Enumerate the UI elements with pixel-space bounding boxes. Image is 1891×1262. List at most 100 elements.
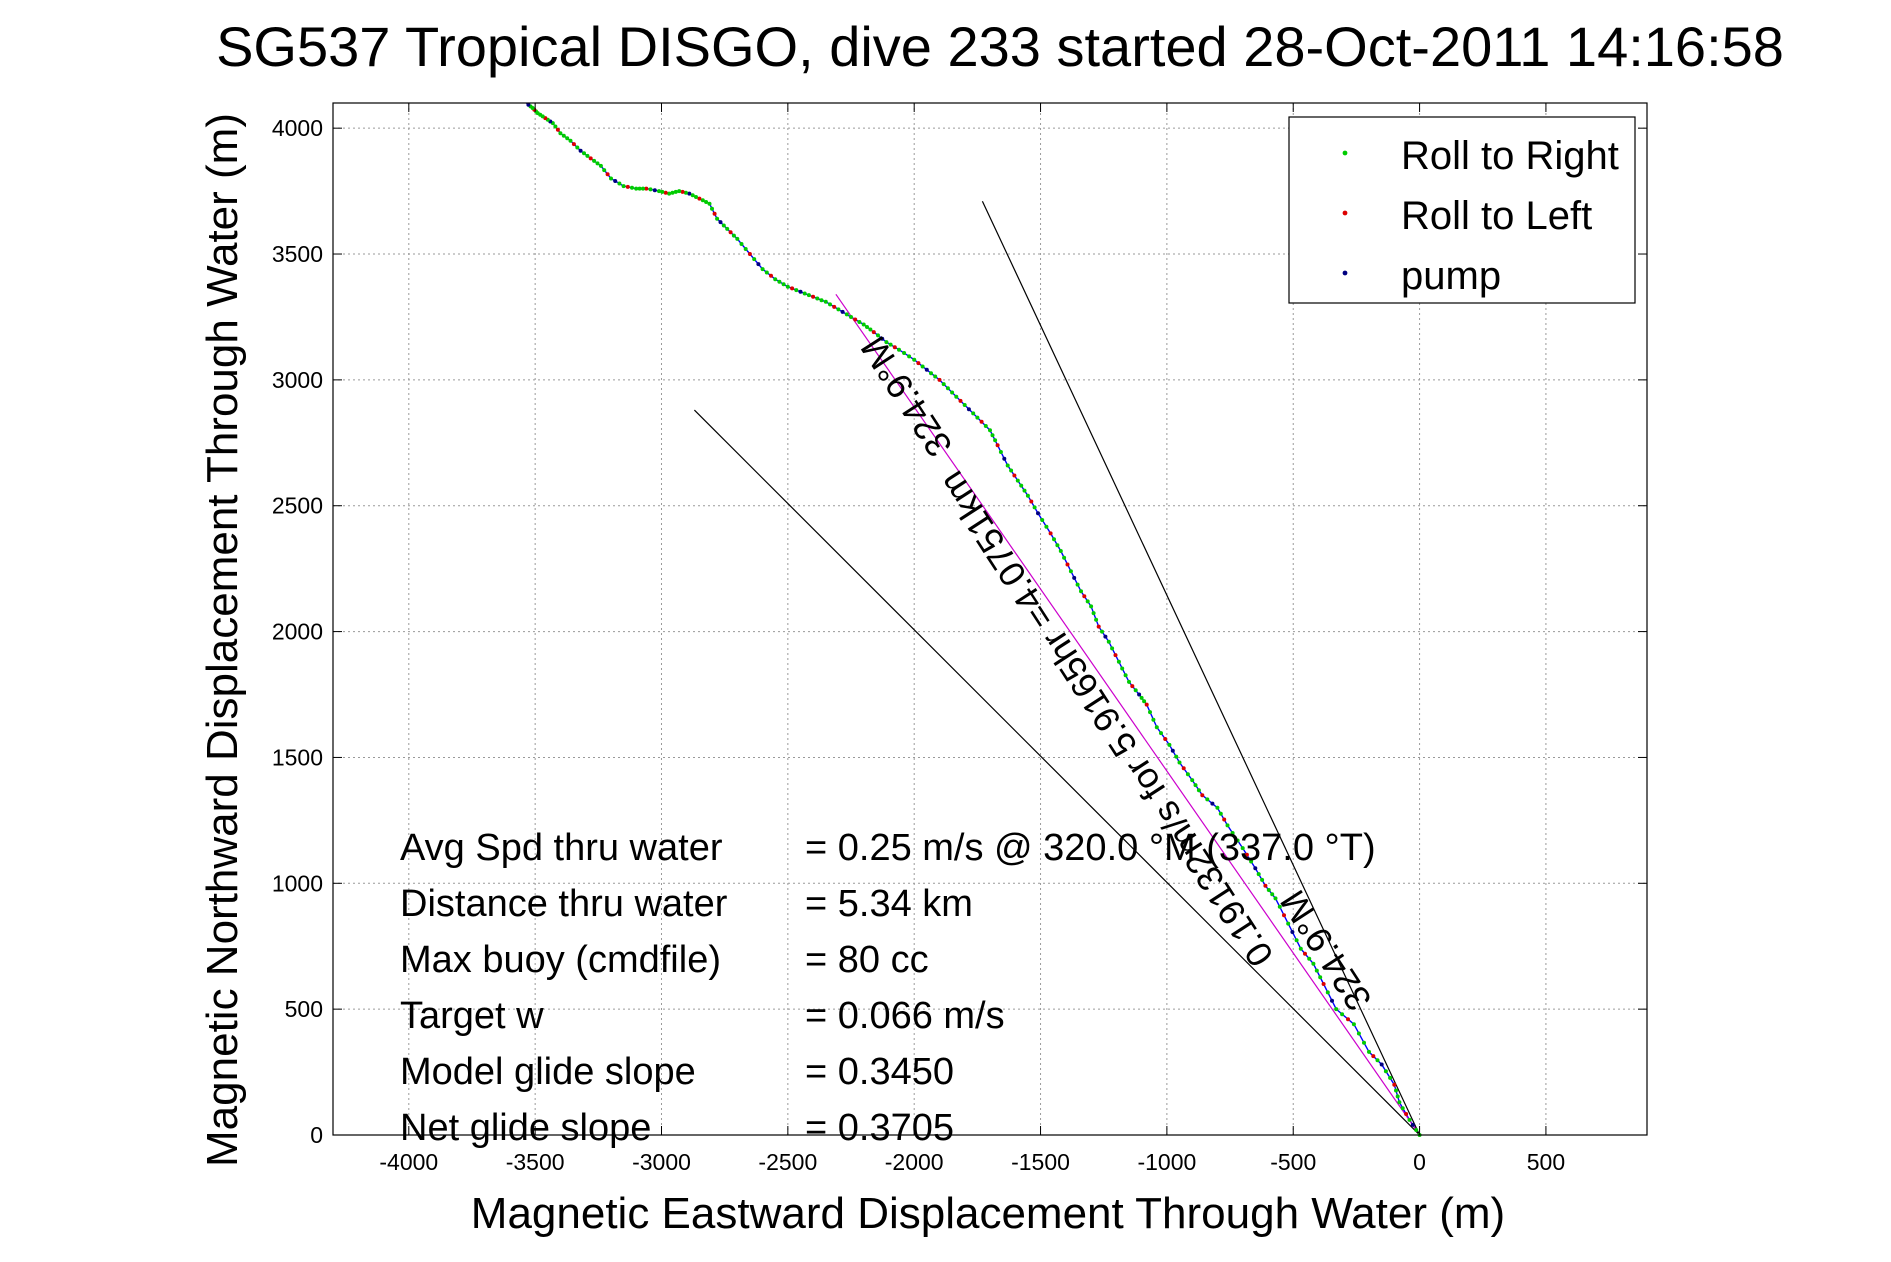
track-marker (1210, 801, 1215, 806)
track-marker (1395, 1094, 1400, 1099)
track-marker (1170, 748, 1175, 753)
track-marker (707, 201, 712, 206)
track-marker (849, 315, 853, 319)
legend-label-2: pump (1401, 254, 1501, 298)
track-marker (1294, 938, 1299, 943)
track-marker (990, 433, 995, 438)
track-marker (1151, 717, 1156, 722)
x-tick-label: -3000 (632, 1149, 691, 1175)
x-tick-label: -1000 (1137, 1149, 1196, 1175)
track-marker (680, 189, 685, 194)
track-marker (1116, 659, 1121, 664)
track-marker (907, 354, 912, 359)
track-marker (605, 172, 610, 177)
track-marker (756, 262, 761, 267)
track-marker (1307, 956, 1312, 961)
track-marker (1174, 754, 1179, 759)
track-marker (1190, 778, 1195, 783)
stat-value-1: = 5.34 km (805, 883, 973, 925)
track-marker (1379, 1062, 1384, 1067)
y-tick-label: 2000 (272, 619, 323, 645)
track-marker (794, 288, 799, 293)
track-marker (888, 342, 893, 347)
track-marker (592, 158, 597, 163)
track-marker (1009, 468, 1014, 473)
track-marker (912, 357, 917, 362)
track-marker (1266, 888, 1271, 892)
track-marker (1290, 930, 1295, 934)
track-marker (710, 206, 714, 211)
track-marker (781, 282, 786, 287)
y-tick-label: 3000 (272, 367, 323, 393)
track-marker (876, 333, 880, 338)
track-marker (712, 211, 717, 216)
track-marker (578, 148, 583, 153)
track-marker (941, 382, 946, 387)
track-marker (1127, 679, 1131, 684)
track-marker (798, 289, 803, 294)
track-marker (1062, 555, 1067, 560)
track-marker (916, 361, 921, 366)
x-tick-label: -2000 (885, 1149, 944, 1175)
track-marker (1286, 921, 1291, 926)
track-marker (865, 325, 869, 329)
track-marker (1079, 589, 1083, 594)
legend-label-1: Roll to Left (1401, 194, 1592, 238)
track-marker (673, 189, 678, 194)
track-marker (1096, 624, 1101, 629)
track-marker (773, 277, 778, 282)
track-marker (690, 193, 695, 198)
x-axis-label: Magnetic Eastward Displacement Through W… (471, 1189, 1505, 1238)
track-marker (1334, 1007, 1339, 1012)
track-marker (1091, 611, 1096, 616)
track-marker (962, 403, 967, 407)
track-marker (1123, 673, 1128, 678)
track-marker (588, 156, 593, 161)
track-marker (823, 299, 828, 304)
stat-value-2: = 80 cc (805, 939, 929, 981)
track-marker (555, 127, 560, 132)
x-tick-label: 500 (1527, 1149, 1565, 1175)
track-marker (657, 189, 661, 194)
track-marker (1022, 488, 1027, 493)
track-marker (902, 351, 907, 355)
track-marker (971, 411, 976, 416)
track-marker (897, 347, 901, 352)
track-marker (1321, 982, 1326, 986)
track-marker (954, 394, 959, 399)
track-marker (1356, 1031, 1361, 1036)
track-marker (929, 371, 933, 376)
track-marker (1048, 531, 1053, 536)
axes-box (332, 102, 1648, 1136)
series-line-0 (525, 102, 1421, 1136)
track-marker (1082, 594, 1087, 599)
track-marker (1205, 797, 1210, 802)
track-marker (924, 367, 929, 372)
track-marker (1075, 582, 1080, 587)
track-marker (1103, 634, 1108, 639)
track-marker (1142, 699, 1147, 704)
track-marker (1273, 896, 1278, 901)
track-marker (1148, 710, 1152, 715)
stat-value-0: = 0.25 m/s @ 320.0 °M (337.0 °T) (805, 827, 1376, 869)
track-marker (731, 233, 736, 238)
x-tick-label: -1500 (1011, 1149, 1070, 1175)
track-marker (1032, 505, 1037, 510)
stat-value-3: = 0.066 m/s (805, 995, 1005, 1037)
track-marker (743, 247, 748, 251)
track-marker (1130, 684, 1135, 689)
legend-label-0: Roll to Right (1401, 134, 1619, 178)
track-marker (1400, 1106, 1405, 1111)
track-marker (1068, 569, 1073, 574)
track-marker (1133, 688, 1138, 693)
track-marker (625, 184, 630, 189)
track-marker (1072, 575, 1077, 580)
track-marker (1351, 1022, 1356, 1027)
track-marker (1005, 463, 1010, 468)
track-marker (1240, 846, 1245, 851)
track-marker (1277, 904, 1282, 909)
legend-marker-0 (1342, 150, 1348, 156)
track-marker (975, 415, 980, 420)
stat-value-4: = 0.3450 (805, 1051, 954, 1093)
